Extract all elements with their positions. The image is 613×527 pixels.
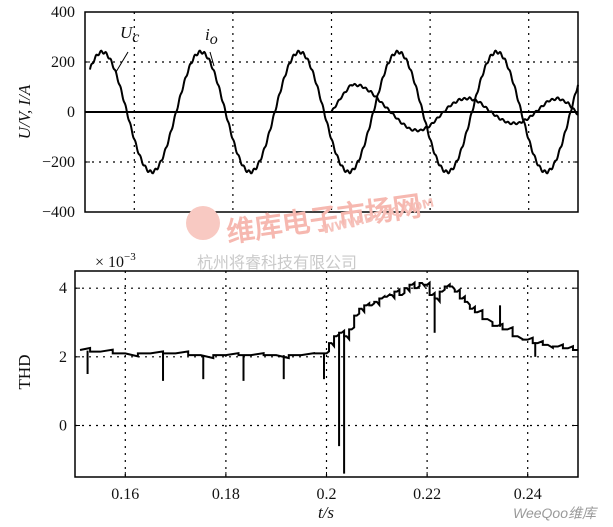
bottom-series (79, 280, 578, 474)
watermark-logo-icon (186, 206, 220, 240)
bottom-x-axis-label: t/s (318, 503, 334, 522)
top-y-axis-label: U/V, I/A (15, 84, 34, 139)
bottom-ytick-label-1: 2 (59, 349, 67, 366)
bottom-y-ticks: 4 2 0 (59, 280, 578, 435)
series-label-io: io (205, 25, 218, 48)
top-ytick-label-3: −200 (42, 154, 75, 171)
series-label-io-leader (209, 51, 215, 67)
series-label-uc: Uc (120, 23, 139, 46)
bottom-y-axis-label: THD (15, 355, 34, 390)
top-ytick-label-4: −400 (42, 204, 75, 221)
series-thd-line (79, 280, 578, 360)
bottom-x-ticks: 0.16 0.18 0.2 0.22 0.24 (111, 472, 542, 503)
top-series (88, 49, 579, 175)
series-io-line (330, 82, 579, 133)
series-label-uc-leader (115, 51, 129, 73)
series-uc-line (88, 49, 579, 175)
bottom-ytick-label-0: 4 (59, 280, 67, 297)
watermark-bottom-brand: WeeQoo维库 (513, 505, 598, 521)
bottom-grid (75, 271, 578, 477)
watermark-logo: 维库电子市场网 WWW.DZSC.COM (186, 189, 435, 249)
bottom-xtick-label-1: 0.18 (212, 486, 240, 503)
bottom-xtick-label-2: 0.2 (317, 486, 337, 503)
top-ytick-label-0: 400 (51, 4, 75, 21)
top-ytick-label-2: 0 (67, 104, 75, 121)
bottom-xtick-label-0: 0.16 (111, 486, 139, 503)
bottom-xtick-label-3: 0.22 (413, 486, 441, 503)
top-ytick-label-1: 200 (51, 54, 75, 71)
bottom-ytick-label-2: 0 (59, 418, 67, 435)
watermark-company-text: 杭州将睿科技有限公司 (197, 253, 357, 272)
scale-multiplier: × 10−3 (95, 251, 136, 271)
bottom-xtick-label-4: 0.24 (514, 486, 542, 503)
